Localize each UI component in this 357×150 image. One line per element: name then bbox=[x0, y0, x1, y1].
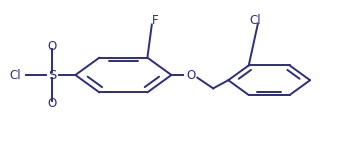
Text: S: S bbox=[48, 69, 56, 81]
Text: O: O bbox=[186, 69, 196, 81]
Text: F: F bbox=[152, 14, 159, 27]
Text: O: O bbox=[47, 98, 57, 111]
Text: Cl: Cl bbox=[249, 14, 261, 27]
Text: Cl: Cl bbox=[10, 69, 21, 81]
Text: O: O bbox=[47, 39, 57, 52]
